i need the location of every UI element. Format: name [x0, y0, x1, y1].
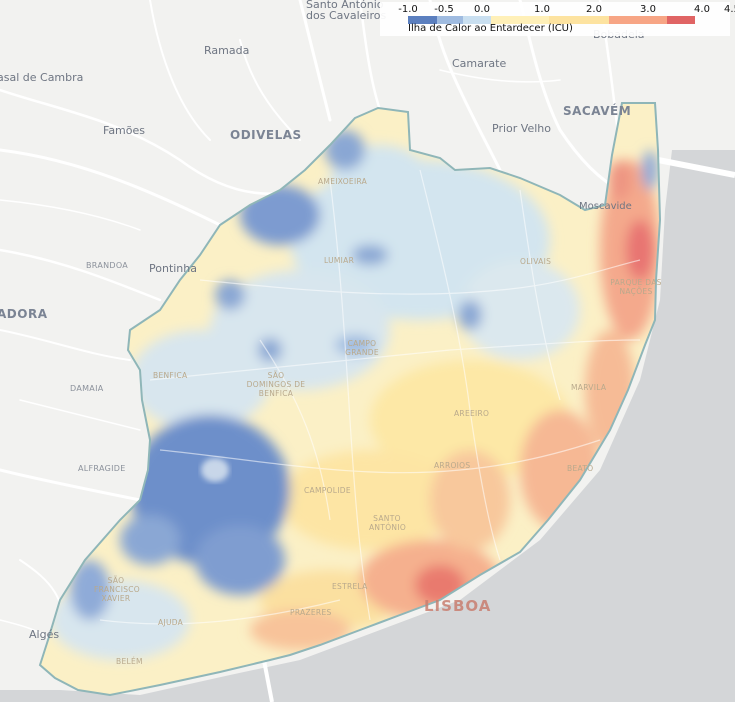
legend-swatch	[609, 16, 667, 24]
town-label: ALFRAGIDE	[78, 464, 126, 473]
town-label: Camarate	[452, 57, 507, 70]
town-label: ADORA	[0, 307, 48, 321]
legend-swatch	[667, 16, 695, 24]
town-label: Pontinha	[149, 262, 197, 275]
legend-swatch	[491, 16, 549, 24]
legend-title: Ilha de Calor ao Entardecer (ICU)	[408, 23, 573, 34]
bairro-label: SÃO DOMINGOS DE BENFICA	[246, 371, 306, 398]
bairro-label: AJUDA	[158, 618, 184, 627]
legend-tick: 3.0	[640, 4, 656, 15]
bairro-label: AMEIXOEIRA	[318, 177, 368, 186]
legend-ticks: -1.0 -0.5 0.0 1.0 2.0 3.0 4.0 4.5	[398, 4, 735, 16]
heat-legend: -1.0 -0.5 0.0 1.0 2.0 3.0 4.0 4.5 Ilha d…	[380, 2, 735, 36]
town-label: asal de Cambra	[0, 71, 84, 84]
bairro-label: LUMIAR	[324, 256, 355, 265]
town-label: Santo António	[306, 0, 384, 11]
legend-colorbar	[408, 16, 713, 24]
legend-tick: -0.5	[434, 4, 454, 15]
legend-swatch	[408, 16, 437, 24]
bairro-label: CAMPO GRANDE	[345, 339, 379, 357]
legend-tick: 1.0	[534, 4, 550, 15]
city-label: LISBOA	[424, 597, 492, 615]
tagus-river	[0, 150, 735, 702]
town-label: BRANDOA	[86, 261, 129, 270]
town-label: dos Cavaleiros	[306, 9, 387, 22]
legend-tick: 2.0	[586, 4, 602, 15]
town-label: ODIVELAS	[230, 128, 302, 142]
bairro-label: ARROIOS	[434, 461, 471, 470]
bairro-label: AREEIRO	[454, 409, 490, 418]
town-label: Moscavide	[579, 201, 632, 212]
town-label: SACAVÉM	[563, 104, 632, 118]
town-label: Algés	[29, 628, 60, 641]
legend-tick: 0.0	[474, 4, 490, 15]
town-label: DAMAIA	[70, 384, 104, 393]
road-network	[0, 0, 622, 641]
town-label: Ramada	[204, 44, 250, 57]
legend-swatch	[549, 16, 609, 24]
town-label: Prior Velho	[492, 122, 551, 135]
bairro-label: MARVILA	[571, 383, 607, 392]
town-label: Famões	[103, 124, 146, 137]
legend-swatch	[463, 16, 491, 24]
legend-tick: 4.0	[694, 4, 710, 15]
legend-tick: -1.0	[398, 4, 418, 15]
bridge-vasco-da-gama	[647, 155, 735, 178]
bairro-label: CAMPOLIDE	[304, 486, 351, 495]
bairro-label: PRAZERES	[290, 608, 332, 617]
bairro-label: SÃO FRANCISCO XAVIER	[94, 576, 141, 603]
bairro-label: SANTO ANTÓNIO	[369, 514, 407, 532]
bairro-label: OLIVAIS	[520, 257, 552, 266]
legend-tick: 4.5	[724, 4, 735, 15]
bairro-label: BEATO	[567, 464, 594, 473]
bairro-label: PARQUE DAS NAÇÕES	[610, 278, 662, 296]
legend-swatch	[437, 16, 463, 24]
bairro-label: BELÉM	[116, 657, 143, 666]
bairro-label: ESTRELA	[332, 582, 368, 591]
bairro-label: BENFICA	[153, 371, 188, 380]
